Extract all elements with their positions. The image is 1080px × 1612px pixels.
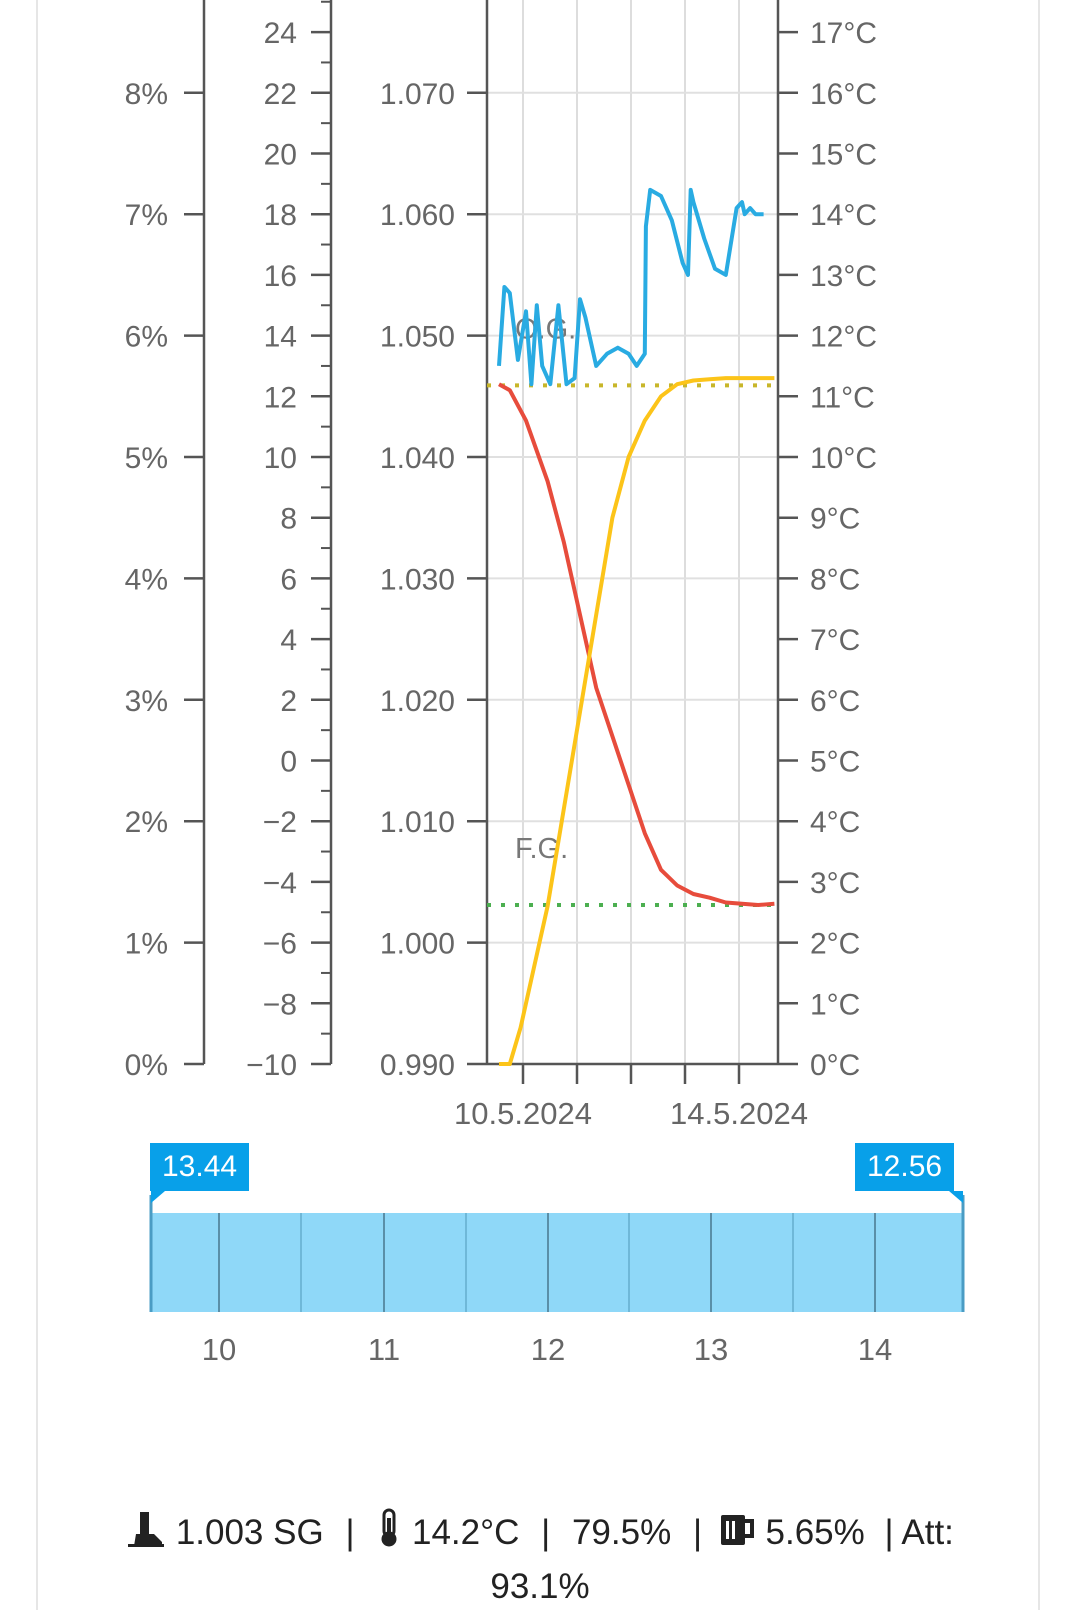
abv-axis-tick-label: 8%	[125, 78, 168, 111]
plato-axis-tick-label: 12	[264, 381, 297, 414]
plato-axis-tick-label: 8	[280, 503, 297, 536]
separator: |	[541, 1513, 551, 1552]
abv-axis-tick-label: 2%	[125, 806, 168, 839]
attenuation-apparent-value: 93.1%	[490, 1567, 590, 1606]
fermentation-chart: 0%1%2%3%4%5%6%7%8%−10−8−6−4−202468101214…	[125, 0, 965, 1367]
gravity-axis-tick-label: 1.040	[380, 442, 455, 475]
temperature-axis-tick-label: 12°C	[810, 321, 877, 354]
navigator-tick-label: 10	[202, 1332, 236, 1367]
series-line	[498, 382, 775, 907]
plato-axis-tick-label: 6	[280, 563, 297, 596]
abv-axis-tick-label: 6%	[125, 321, 168, 354]
temperature-axis-tick-label: 14°C	[810, 199, 877, 232]
gravity-axis-tick-label: 0.990	[380, 1049, 455, 1082]
x-axis-tick-label: 14.5.2024	[670, 1096, 808, 1131]
temperature-axis-tick-label: 10°C	[810, 442, 877, 475]
plato-axis-tick-label: −6	[263, 928, 297, 961]
gravity-value: 1.003 SG	[175, 1513, 324, 1552]
plato-axis-tick-label: 2	[280, 685, 297, 718]
separator: |	[345, 1513, 355, 1552]
gravity-axis-tick-label: 1.030	[380, 563, 455, 596]
temperature-axis-tick-label: 11°C	[810, 381, 875, 414]
temperature-axis-tick-label: 3°C	[810, 867, 860, 900]
temperature-axis-tick-label: 8°C	[810, 563, 860, 596]
card-frame	[36, 0, 1040, 1610]
temperature-axis-tick-label: 5°C	[810, 746, 860, 779]
hydrometer-icon	[126, 1510, 166, 1562]
temperature-axis-tick-label: 7°C	[810, 624, 860, 657]
plato-axis-tick-label: −10	[246, 1049, 297, 1082]
plato-axis-tick-label: 0	[280, 746, 297, 779]
temperature-axis-tick-label: 4°C	[810, 806, 860, 839]
temperature-axis-tick-label: 1°C	[810, 988, 860, 1021]
abv-axis-tick-label: 5%	[125, 442, 168, 475]
attenuation-value: 79.5%	[571, 1513, 672, 1552]
attenuation-label: | Att:	[884, 1513, 954, 1552]
abv-axis-tick-label: 4%	[125, 563, 168, 596]
abv-axis-tick-label: 0%	[125, 1049, 168, 1082]
plato-axis-tick-label: 20	[264, 139, 297, 172]
x-axis-tick-label: 10.5.2024	[454, 1096, 592, 1131]
temperature-axis-tick-label: 0°C	[810, 1049, 860, 1082]
abv-axis-tick-label: 7%	[125, 199, 168, 232]
series-line	[497, 187, 764, 387]
series-line	[499, 376, 775, 1066]
gravity-axis-tick-label: 1.070	[380, 78, 455, 111]
plato-axis-tick-label: 16	[264, 260, 297, 293]
plato-axis-tick-label: −8	[263, 988, 297, 1021]
navigator-area	[151, 1213, 963, 1312]
temperature-axis-tick-label: 17°C	[810, 17, 877, 50]
plato-axis-tick-label: 10	[264, 442, 297, 475]
temperature-axis-tick-label: 16°C	[810, 78, 877, 111]
plato-axis-tick-label: 14	[264, 321, 297, 354]
navigator-left-handle-label[interactable]: 13.44	[150, 1143, 250, 1191]
temperature-axis-tick-label: 15°C	[810, 139, 877, 172]
plato-axis-tick-label: −2	[263, 806, 297, 839]
navigator-tick-label: 11	[368, 1332, 400, 1367]
temperature-axis-tick-label: 13°C	[810, 260, 877, 293]
abv-value: 5.65%	[765, 1513, 865, 1552]
abv-axis-tick-label: 3%	[125, 685, 168, 718]
navigator-left-handle-pointer	[151, 1191, 165, 1203]
navigator-right-handle-pointer	[949, 1191, 963, 1203]
gravity-axis-tick-label: 1.020	[380, 685, 455, 718]
beer-mug-icon	[718, 1510, 756, 1562]
plato-axis-tick-label: 22	[264, 78, 297, 111]
navigator-right-handle-label[interactable]: 12.56	[855, 1143, 955, 1191]
gravity-axis-tick-label: 1.050	[380, 321, 455, 354]
gravity-axis-tick-label: 1.010	[380, 806, 455, 839]
navigator-tick-label: 13	[694, 1332, 728, 1367]
plato-axis-tick-label: 24	[264, 17, 297, 50]
navigator-tick-label: 12	[531, 1332, 565, 1367]
plato-axis-tick-label: 4	[280, 624, 297, 657]
abv-axis-tick-label: 1%	[125, 928, 168, 961]
plato-axis-tick-label: −4	[263, 867, 297, 900]
temperature-value: 14.2°C	[412, 1513, 520, 1552]
navigator-tick-label: 14	[858, 1332, 892, 1367]
plato-axis-tick-label: 18	[264, 199, 297, 232]
separator: |	[692, 1513, 703, 1552]
thermometer-icon	[376, 1508, 402, 1562]
temperature-axis-tick-label: 9°C	[810, 503, 860, 536]
temperature-axis-tick-label: 2°C	[810, 928, 860, 961]
gravity-axis-tick-label: 1.000	[380, 928, 455, 961]
gravity-axis-tick-label: 1.060	[380, 199, 455, 232]
status-bar: 1.003 SG | 14.2°C | 79.5% | 5.65% | Att:…	[60, 1508, 1020, 1612]
temperature-axis-tick-label: 6°C	[810, 685, 860, 718]
